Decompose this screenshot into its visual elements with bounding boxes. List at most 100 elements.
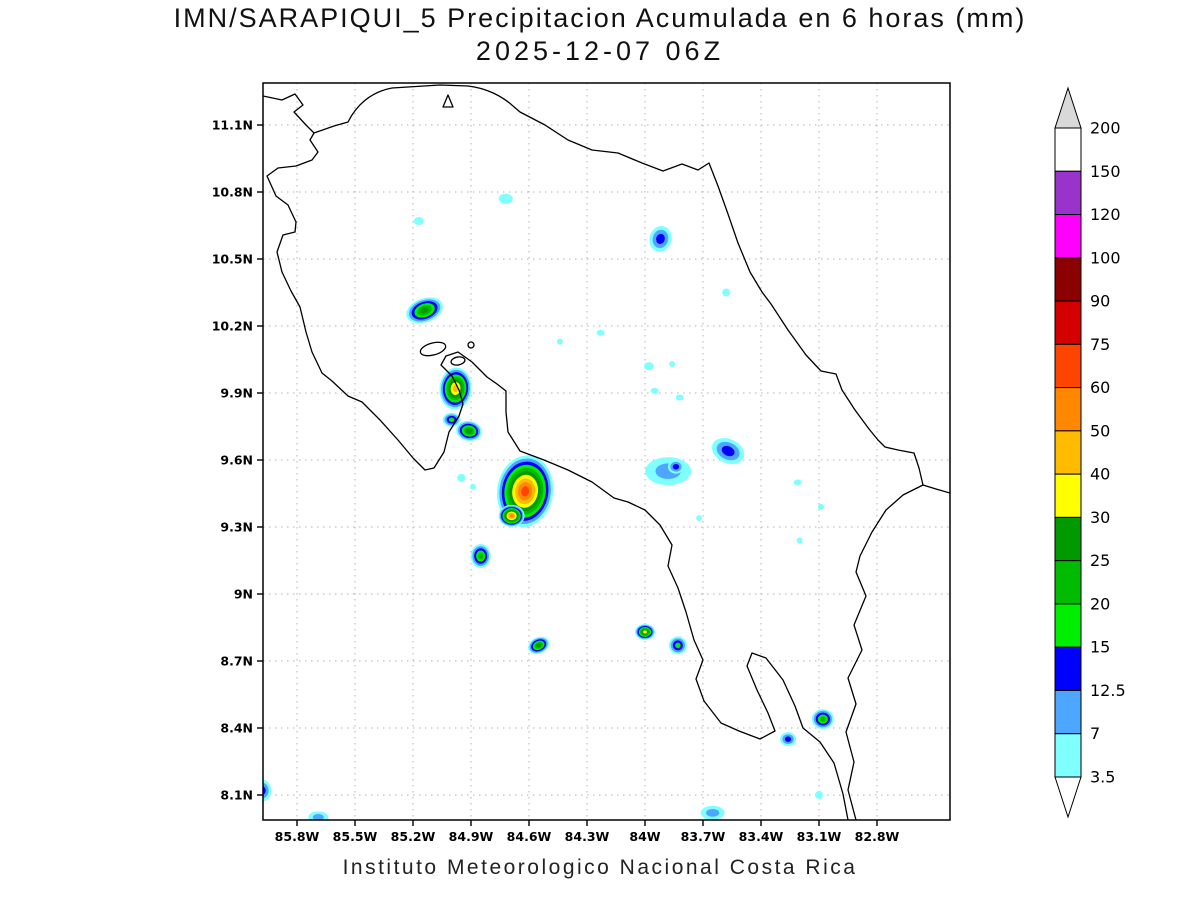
precip-cell — [696, 515, 703, 522]
colorbar-segment — [1054, 170, 1082, 216]
precip-cell — [793, 479, 802, 486]
precip-cell — [811, 709, 834, 730]
island-outline — [467, 341, 475, 349]
precip-cell — [439, 367, 472, 410]
colorbar-segment — [1054, 257, 1082, 302]
precip-cell — [308, 811, 329, 820]
precip-cell — [596, 329, 605, 336]
colorbar-label: 75 — [1090, 335, 1110, 354]
precip-cell — [457, 473, 466, 482]
colorbar-label: 100 — [1090, 248, 1121, 267]
precip-cell — [711, 438, 745, 465]
colorbar-segment — [1054, 343, 1082, 389]
precip-cell — [650, 387, 659, 394]
coastline-path — [266, 132, 849, 820]
y-tick-label: 9.9N — [220, 385, 253, 400]
precip-shading — [263, 193, 834, 820]
colorbar-label: 90 — [1090, 292, 1110, 311]
coastlines — [263, 84, 950, 820]
colorbar-segment — [1054, 387, 1082, 432]
precip-cell — [700, 805, 725, 820]
precip-cell — [470, 544, 491, 569]
colorbar-segment — [1054, 733, 1082, 778]
colorbar-segment — [1054, 300, 1082, 345]
precip-cell — [498, 504, 525, 527]
colorbar-segment — [1054, 603, 1082, 648]
precip-cell — [643, 362, 654, 371]
colorbar-segment — [1054, 646, 1082, 691]
map-title: IMN/SARAPIQUI_5 Precipitacion Acumulada … — [173, 3, 1027, 33]
map-valid-time: 2025-12-07 06Z — [475, 36, 725, 66]
x-tick-label: 84.6W — [507, 829, 552, 844]
y-tick-label: 9N — [234, 586, 253, 601]
x-tick-label: 83.1W — [797, 829, 842, 844]
precip-cell — [469, 483, 476, 490]
y-tick-label: 8.4N — [220, 720, 253, 735]
precip-cell — [528, 636, 550, 654]
precip-cell — [817, 503, 824, 510]
x-tick-label: 83.7W — [681, 829, 726, 844]
colorbar-label: 200 — [1090, 119, 1121, 138]
graticule — [263, 83, 950, 820]
precip-cell — [645, 457, 692, 486]
x-tick-label: 84.9W — [449, 829, 494, 844]
x-tick-label: 85.8W — [275, 829, 320, 844]
precip-cell — [780, 732, 797, 747]
precip-cell — [669, 360, 676, 367]
colorbar-segment — [1054, 516, 1082, 562]
precip-cell — [649, 226, 672, 252]
colorbar-label: 12.5 — [1090, 681, 1126, 700]
colorbar-label: 50 — [1090, 421, 1110, 440]
institution-caption: Instituto Meteorologico Nacional Costa R… — [342, 856, 858, 879]
colorbar — [1054, 86, 1082, 819]
y-tick-label: 10.2N — [212, 318, 253, 333]
colorbar-label: 15 — [1090, 638, 1110, 657]
x-tick-label: 85.2W — [391, 829, 436, 844]
colorbar-label: 7 — [1090, 724, 1100, 743]
colorbar-label: 150 — [1090, 162, 1121, 181]
precip-cell — [442, 412, 461, 427]
island-outline — [419, 341, 447, 357]
colorbar-segment — [1054, 127, 1082, 172]
colorbar-segment — [1054, 430, 1082, 475]
coastline-path — [263, 84, 950, 494]
y-tick-label: 8.7N — [220, 653, 253, 668]
colorbar-segment — [1054, 473, 1082, 518]
x-tick-label: 83.4W — [739, 829, 784, 844]
x-tick-label: 85.5W — [333, 829, 378, 844]
y-tick-label: 9.3N — [220, 519, 253, 534]
precip-cell — [263, 779, 272, 802]
plot-frame — [262, 82, 951, 821]
y-tick-label: 10.5N — [212, 251, 253, 266]
precip-cell — [634, 623, 655, 640]
precip-cell — [796, 537, 803, 544]
y-tick-label: 11.1N — [212, 118, 253, 133]
colorbar-arrow-bottom — [1054, 776, 1082, 819]
colorbar-arrow-top — [1054, 86, 1082, 129]
colorbar-label: 60 — [1090, 378, 1110, 397]
precip-cell — [668, 636, 687, 655]
colorbar-label: 40 — [1090, 465, 1110, 484]
y-tick-label: 8.1N — [220, 787, 253, 802]
precip-cell — [413, 217, 424, 226]
colorbar-label: 25 — [1090, 551, 1110, 570]
coastline-path — [442, 94, 454, 108]
colorbar-segment — [1054, 214, 1082, 259]
y-tick-label: 10.8N — [212, 184, 253, 199]
precip-cell — [675, 394, 684, 401]
precip-cell — [406, 297, 443, 324]
y-tick-label: 9.6N — [220, 452, 253, 467]
precip-cell — [722, 288, 731, 297]
colorbar-segment — [1054, 560, 1082, 605]
precip-cell — [498, 193, 513, 204]
coastline-path — [845, 484, 924, 820]
axis-ticks — [257, 124, 878, 826]
colorbar-segment — [1054, 689, 1082, 735]
colorbar-label: 3.5 — [1090, 768, 1115, 787]
colorbar-label: 30 — [1090, 508, 1110, 527]
colorbar-label: 120 — [1090, 205, 1121, 224]
x-tick-label: 84W — [629, 829, 660, 844]
precip-cell — [667, 459, 684, 474]
